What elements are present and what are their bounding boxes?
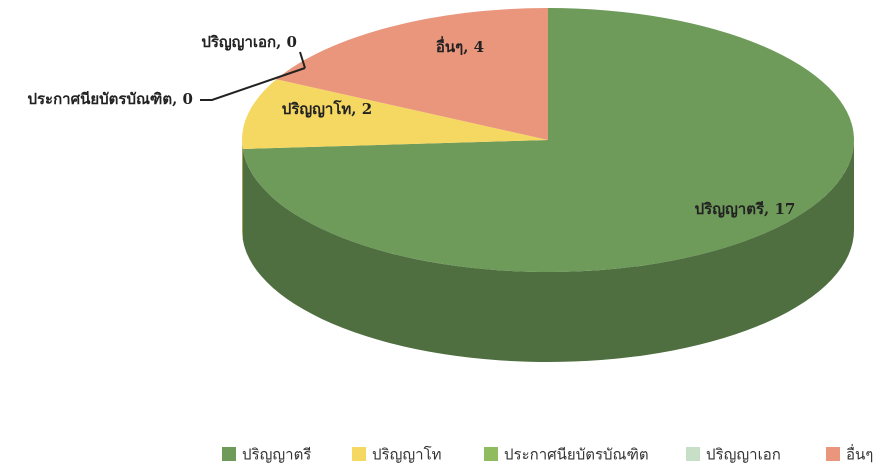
slice-side [242, 140, 855, 363]
slice [276, 8, 548, 140]
data-label: ปริญญาโท, 2 [282, 99, 372, 118]
data-label: ปริญญาตรี, 17 [695, 200, 796, 218]
legend-label: ปริญญาเอก [706, 446, 781, 464]
legend-swatch [222, 447, 236, 461]
legend-swatch [352, 447, 366, 461]
slice [242, 79, 548, 150]
data-label: ประกาศนียบัตรบัณฑิต, 0 [27, 90, 193, 108]
leader-line [200, 67, 306, 101]
legend-label: อื่นๆ [846, 444, 873, 464]
slice [242, 8, 854, 272]
legend-swatch [686, 447, 700, 461]
legend-swatch [826, 447, 840, 461]
legend-swatch [484, 447, 498, 461]
legend-label: ปริญญาตรี [242, 446, 311, 464]
legend-label: ปริญญาโท [372, 446, 442, 464]
data-label: อื่นๆ, 4 [436, 36, 484, 56]
legend-label: ประกาศนียบัตรบัณฑิต [504, 446, 649, 464]
data-label: ปริญญาเอก, 0 [201, 33, 297, 51]
slice-side [242, 140, 243, 240]
leader-line [299, 51, 306, 69]
